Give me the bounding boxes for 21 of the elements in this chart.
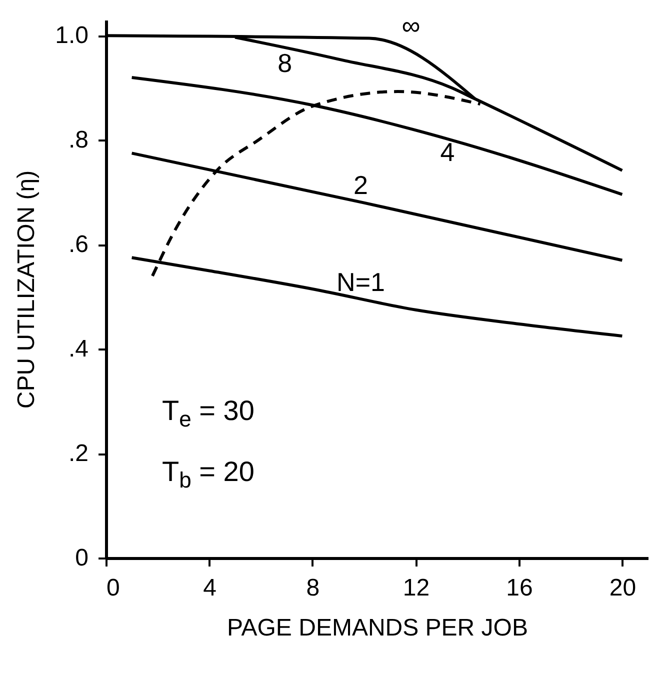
x-axis-title: PAGE DEMANDS PER JOB (227, 614, 528, 642)
y-tick-label: .6 (68, 231, 88, 258)
series-label: ∞ (402, 10, 420, 41)
annotation: T$_{b}$ = 20 (162, 454, 254, 494)
x-tick-label: 12 (402, 574, 430, 602)
y-tick-label: .4 (68, 336, 88, 363)
y-tick-label: .2 (68, 440, 88, 468)
series-label: 8 (278, 48, 292, 78)
y-tick-label: 1.0 (55, 22, 88, 50)
x-tick-label: 8 (306, 574, 320, 602)
annotation: T$_{e}$ = 30 (162, 394, 254, 434)
series-label: N=1 (336, 266, 385, 297)
y-axis-title: CPU UTILIZATION (η) (13, 170, 40, 409)
y-tick-label: .8 (68, 126, 88, 154)
x-tick-label: 20 (609, 574, 636, 602)
x-tick-label: 0 (106, 574, 120, 602)
series-label: 4 (440, 137, 455, 168)
x-tick-label: 4 (203, 574, 216, 602)
y-tick-label: 0 (75, 544, 88, 572)
x-tick-label: 16 (506, 574, 533, 602)
series-label: 2 (354, 170, 368, 200)
